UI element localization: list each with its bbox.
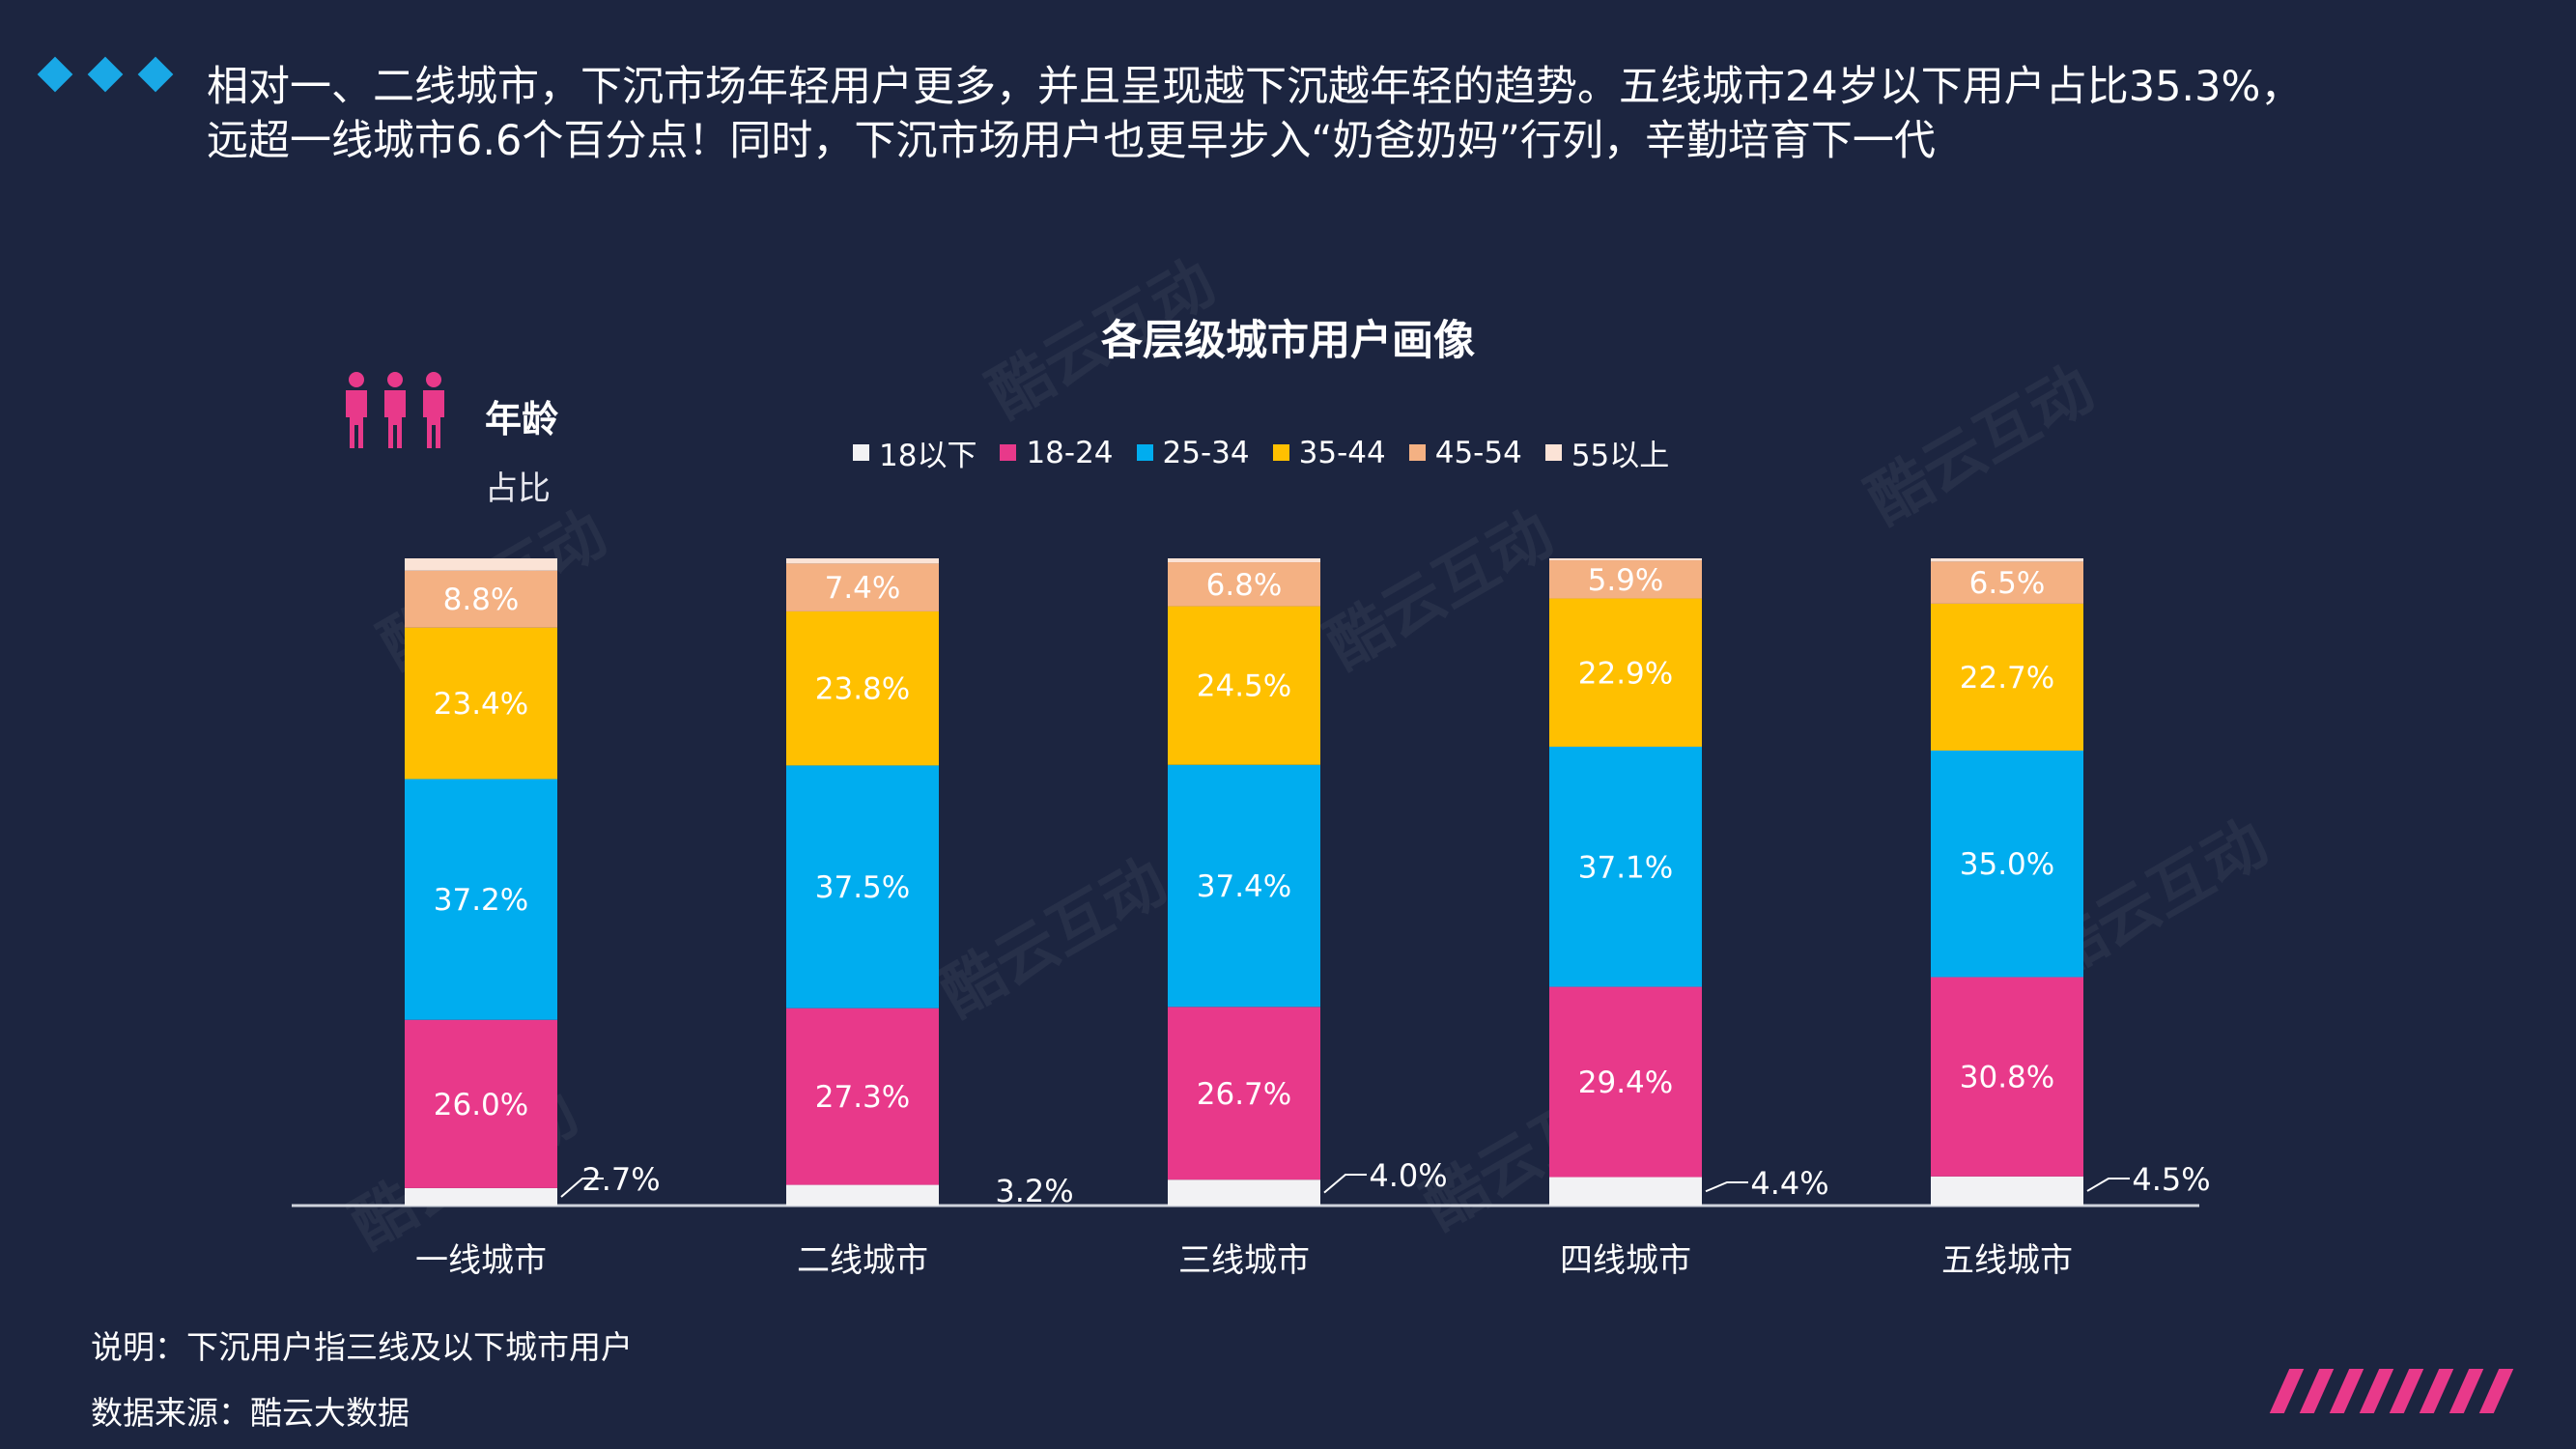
- data-label: 23.8%: [815, 672, 910, 707]
- bar-segment: [1549, 558, 1702, 561]
- chart-title: 各层级城市用户画像: [1101, 317, 1475, 365]
- bar-segment: [1931, 977, 2083, 1177]
- bar-segment: [1168, 1007, 1320, 1180]
- bar-segment: [405, 1019, 557, 1188]
- people-icon: [346, 372, 444, 448]
- x-tick-label: 三线城市: [1178, 1241, 1310, 1280]
- data-label: 6.5%: [1969, 566, 2046, 601]
- data-source: 数据来源：酷云大数据: [91, 1394, 410, 1432]
- bar-segment: [1931, 1176, 2083, 1206]
- bar-segment: [405, 1187, 557, 1206]
- bar-segment: [1549, 598, 1702, 747]
- bar-segment: [786, 1008, 939, 1185]
- data-label: 37.1%: [1578, 850, 1673, 885]
- bar-segment: [1549, 986, 1702, 1178]
- headline-line-2: 远超一线城市6.6个百分点！同时，下沉市场用户也更早步入“奶爸奶妈”行列，辛勤培…: [207, 117, 1936, 165]
- data-label: 24.5%: [1197, 669, 1291, 704]
- bar-segment: [1931, 603, 2083, 751]
- data-label: 35.0%: [1960, 847, 2054, 882]
- bar-segment: [405, 779, 557, 1020]
- data-label: 23.4%: [434, 687, 528, 722]
- bar-segment: [405, 558, 557, 571]
- bar-segment: [1168, 562, 1320, 607]
- age-subtitle: 占比: [485, 469, 551, 508]
- age-title: 年龄: [485, 398, 559, 440]
- bar-segment: [1549, 746, 1702, 987]
- bar-segment: [786, 611, 939, 766]
- data-label: 26.0%: [434, 1088, 528, 1122]
- data-label: 22.7%: [1960, 661, 2054, 696]
- headline: 相对一、二线城市，下沉市场年轻用户更多，并且呈现越下沉越年轻的趋势。五线城市24…: [207, 60, 2428, 168]
- headline-line-1: 相对一、二线城市，下沉市场年轻用户更多，并且呈现越下沉越年轻的趋势。五线城市24…: [207, 63, 2303, 111]
- bar-segment: [405, 570, 557, 628]
- bar-segment: [1168, 606, 1320, 765]
- bar-segment: [1168, 764, 1320, 1008]
- legend-item: 18以下: [853, 431, 977, 474]
- x-tick-label: 二线城市: [797, 1241, 928, 1280]
- bar-segment: [786, 563, 939, 611]
- data-label: 7.4%: [825, 571, 901, 606]
- data-label: 37.2%: [434, 883, 528, 918]
- data-label: 22.9%: [1578, 656, 1673, 691]
- bar-segment: [1931, 750, 2083, 978]
- data-label: 4.5%: [2132, 1161, 2210, 1198]
- bar-segment: [1168, 1179, 1320, 1206]
- data-label: 30.8%: [1960, 1061, 2054, 1095]
- footnote: 说明：下沉用户指三线及以下城市用户: [91, 1328, 633, 1366]
- legend-swatch: [1408, 444, 1426, 461]
- callout-line: [2086, 1178, 2130, 1192]
- data-label: 37.4%: [1197, 869, 1291, 904]
- data-label: 4.0%: [1369, 1157, 1447, 1194]
- data-label: 8.8%: [443, 582, 520, 617]
- data-label: 29.4%: [1578, 1065, 1673, 1100]
- data-label: 6.8%: [1206, 568, 1283, 603]
- legend-label: 18以下: [879, 439, 977, 473]
- chart-legend: 18以下 18-24 25-34 35-44 45-54 55以上: [853, 431, 1692, 474]
- x-tick-label: 五线城市: [1941, 1241, 2073, 1280]
- legend-item: 35-44: [1272, 435, 1386, 470]
- data-label: 26.7%: [1197, 1077, 1291, 1112]
- bar-segment: [786, 765, 939, 1009]
- legend-item: 18-24: [1000, 435, 1114, 470]
- bar-segment: [405, 627, 557, 780]
- bar-segment: [1168, 558, 1320, 563]
- legend-item: 25-34: [1136, 435, 1250, 470]
- bar-segment: [1931, 558, 2083, 562]
- legend-label: 55以上: [1571, 439, 1670, 473]
- callout-line: [1323, 1174, 1367, 1194]
- legend-swatch: [853, 444, 869, 461]
- data-label: 3.2%: [995, 1173, 1073, 1209]
- callout-line: [1705, 1181, 1748, 1193]
- legend-label: 25-34: [1162, 435, 1250, 470]
- bar-segment: [1931, 561, 2083, 604]
- bar-segment: [786, 1184, 939, 1206]
- legend-label: 18-24: [1026, 435, 1114, 470]
- stripes-decoration-icon: [2269, 1369, 2514, 1413]
- data-label: 37.5%: [815, 870, 910, 905]
- x-tick-label: 一线城市: [415, 1241, 547, 1280]
- legend-item: 55以上: [1544, 431, 1670, 474]
- legend-swatch: [1272, 444, 1289, 461]
- bar-segment: [1549, 1177, 1702, 1206]
- data-label: 2.7%: [581, 1161, 660, 1198]
- data-label: 4.4%: [1750, 1165, 1828, 1202]
- legend-item: 45-54: [1408, 435, 1522, 470]
- data-label: 5.9%: [1588, 563, 1664, 598]
- legend-swatch: [1000, 444, 1017, 461]
- legend-swatch: [1136, 444, 1153, 461]
- legend-swatch: [1544, 444, 1562, 461]
- x-tick-label: 四线城市: [1560, 1241, 1691, 1280]
- bar-segment: [786, 558, 939, 564]
- callout-line: [560, 1178, 604, 1198]
- legend-label: 35-44: [1298, 435, 1386, 470]
- bar-segment: [1549, 560, 1702, 599]
- data-label: 27.3%: [815, 1080, 910, 1115]
- legend-label: 45-54: [1434, 435, 1522, 470]
